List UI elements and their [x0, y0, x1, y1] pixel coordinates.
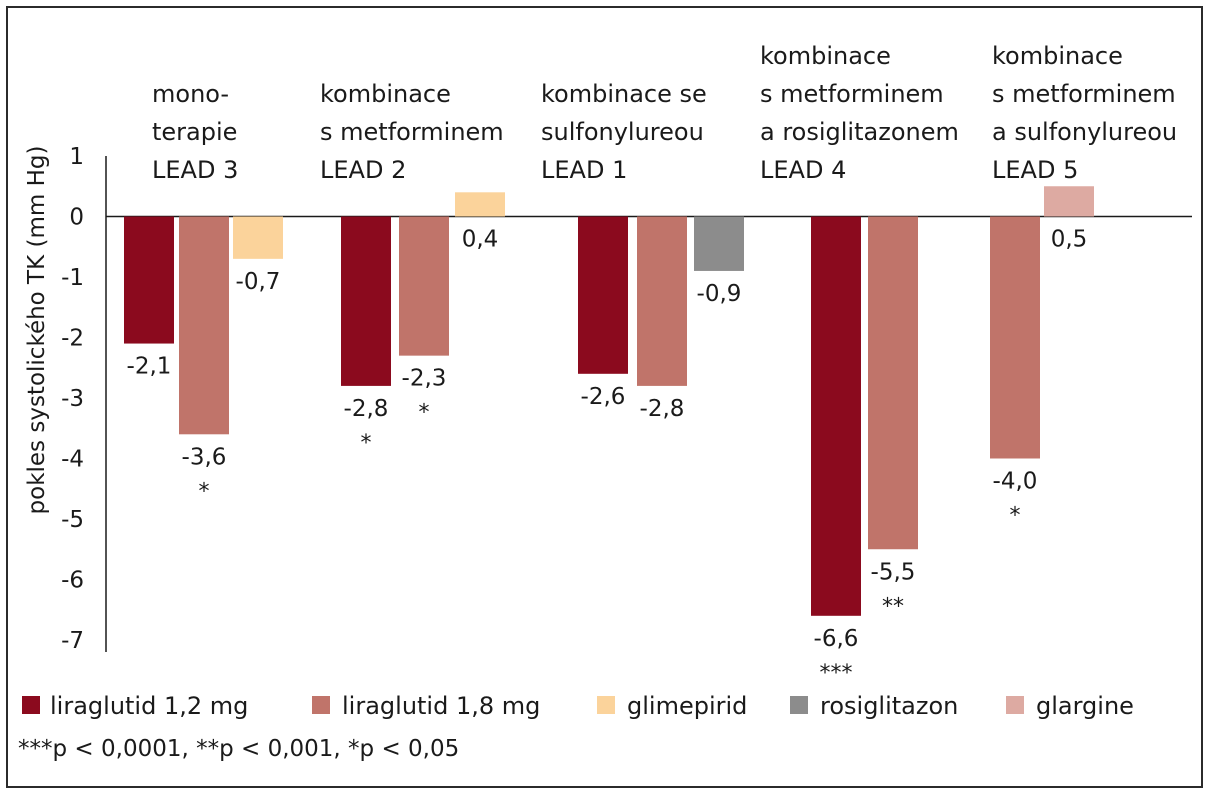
bar-value-label: -2,6 — [581, 384, 626, 410]
bars — [124, 186, 1094, 616]
legend-swatch — [790, 696, 808, 714]
legend-label: rosiglitazon — [820, 692, 958, 720]
bar — [455, 192, 505, 217]
y-tick-label: -5 — [61, 507, 84, 533]
y-tick-label: 0 — [69, 205, 84, 231]
labels: mono-terapie LEAD 3 -2,1 -3,6 * -0,7 kombinace… — [127, 42, 1178, 686]
significance-footnote: ***p < 0,0001, **p < 0,001, *p < 0,05 — [18, 736, 459, 762]
bar-value-label: -2,3 — [402, 366, 447, 392]
bar — [868, 216, 918, 550]
bar-value-label: -0,9 — [697, 281, 742, 307]
legend-label: liraglutid 1,8 mg — [342, 692, 540, 720]
y-tick-label: 1 — [69, 144, 84, 170]
bar-value-label: 0,5 — [1051, 227, 1088, 253]
bar — [694, 216, 744, 271]
significance-mark: * — [199, 479, 210, 504]
y-axis-title: pokles systolického TK (mm Hg) — [24, 146, 50, 515]
bar — [399, 216, 449, 356]
y-tick-label: -1 — [61, 265, 84, 291]
chart-frame — [6, 6, 1203, 788]
bar — [124, 216, 174, 344]
bar — [811, 216, 861, 616]
significance-mark: ** — [882, 594, 904, 619]
legend-label: liraglutid 1,2 mg — [50, 692, 248, 720]
y-tick-label: -2 — [61, 326, 84, 352]
group-label: kombinace s metforminem a sulfonylureou LEA… — [992, 42, 1177, 184]
legend-label: glimepirid — [627, 692, 747, 720]
bar-value-label: -6,6 — [814, 626, 859, 652]
legend-swatch — [312, 696, 330, 714]
group-label: mono-terapie LEAD 3 — [152, 80, 238, 184]
y-tick-label: -3 — [61, 386, 84, 412]
group-label: kombinace s metforminem a rosiglitazonem LE… — [760, 42, 959, 184]
bar-value-label: -2,1 — [127, 354, 172, 380]
axes: 1 0 -1 -2 -3 -4 -5 -6 -7 pokles systolického TK (… — [24, 144, 1192, 654]
bar-value-label: -0,7 — [236, 269, 281, 295]
bar-value-label: -4,0 — [993, 469, 1038, 495]
y-tick-label: -6 — [61, 568, 84, 594]
bar-value-label: -2,8 — [640, 396, 685, 422]
legend: liraglutid 1,2 mg liraglutid 1,8 mg glimep… — [22, 692, 1134, 720]
bar — [179, 216, 229, 435]
bar — [578, 216, 628, 374]
y-tick-label: -4 — [61, 447, 84, 473]
bar — [233, 216, 283, 259]
significance-mark: * — [419, 401, 430, 426]
bar — [990, 216, 1040, 459]
legend-swatch — [1006, 696, 1024, 714]
significance-mark: *** — [820, 661, 853, 686]
bar-value-label: -5,5 — [871, 559, 916, 585]
bar-value-label: 0,4 — [462, 227, 499, 253]
significance-mark: * — [361, 431, 372, 456]
legend-label: glargine — [1036, 692, 1134, 720]
group-label: kombinace s metforminem LEAD 2 — [320, 80, 504, 184]
bar — [1044, 186, 1094, 217]
group-label: kombinace se sulfonylureou LEAD 1 — [541, 80, 707, 184]
bar-value-label: -2,8 — [344, 396, 389, 422]
bar — [341, 216, 391, 386]
bar-value-label: -3,6 — [182, 444, 227, 470]
y-tick-label: -7 — [61, 628, 84, 654]
significance-mark: * — [1010, 504, 1021, 529]
legend-swatch — [22, 696, 40, 714]
legend-swatch — [597, 696, 615, 714]
bar — [637, 216, 687, 386]
